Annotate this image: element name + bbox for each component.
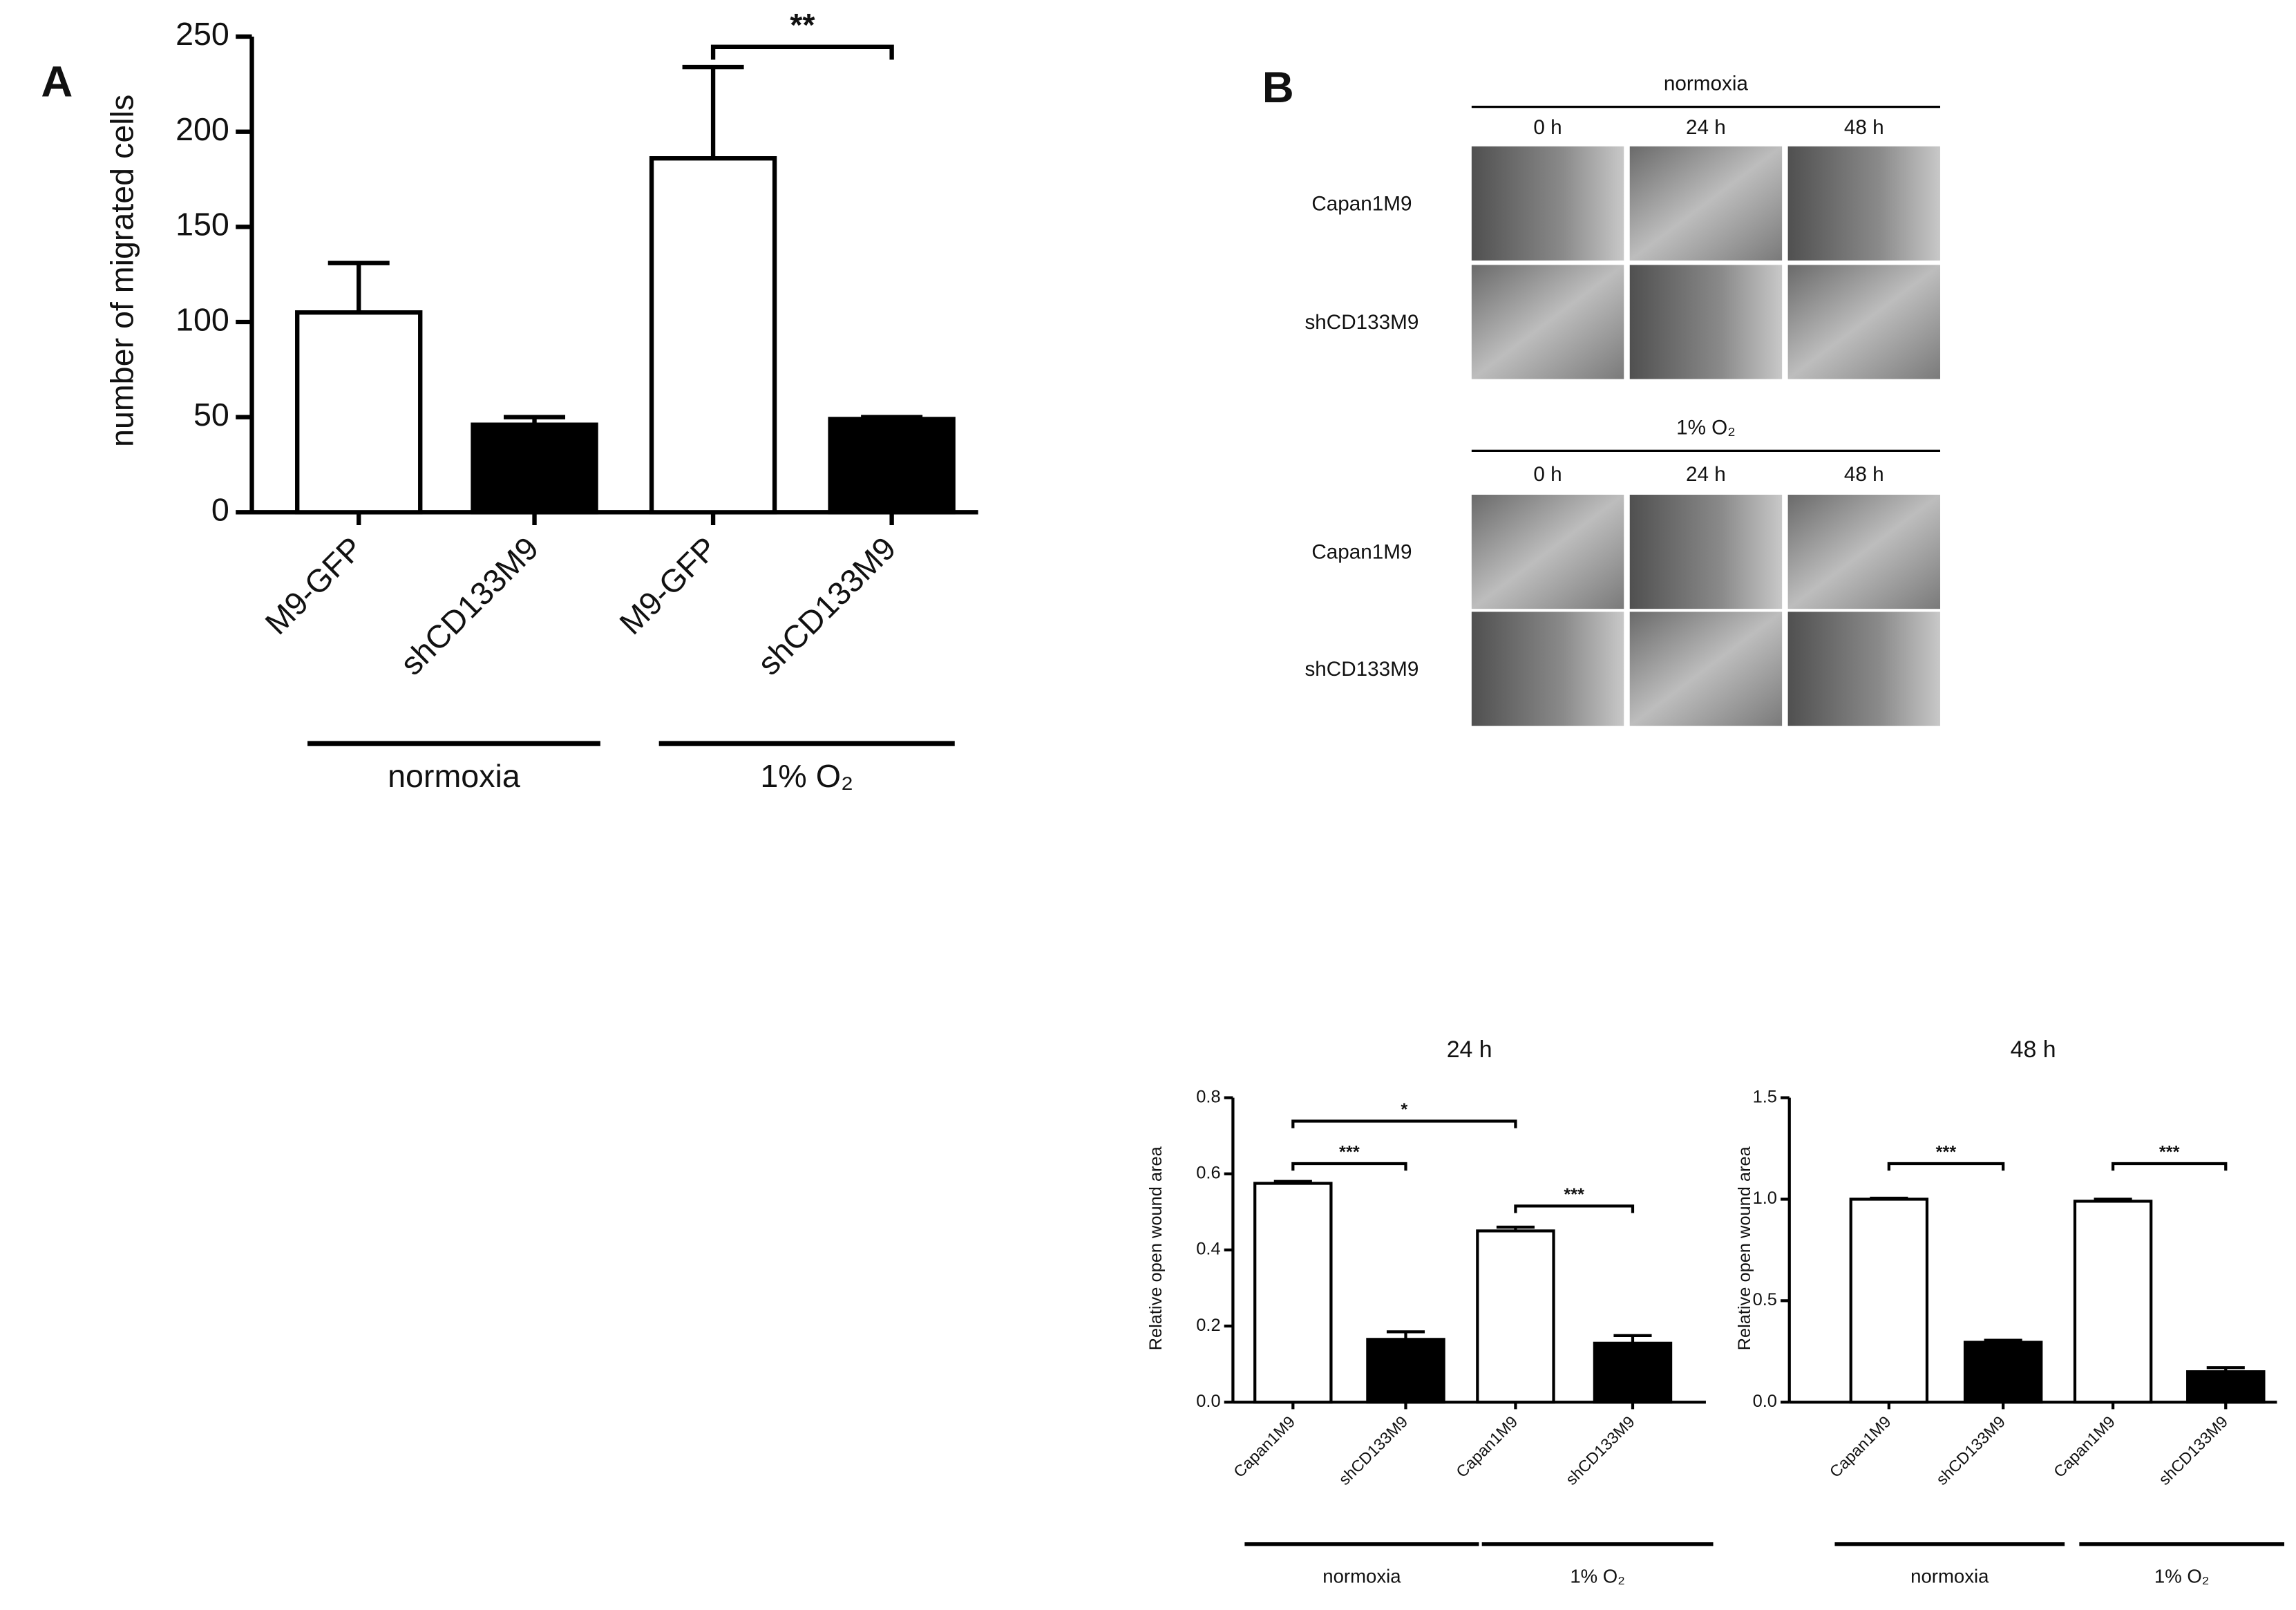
wound-image xyxy=(1787,146,1941,261)
group-label: normoxia xyxy=(1910,1566,1989,1587)
y-tick-label: 100 xyxy=(175,301,229,337)
wound-image xyxy=(1629,612,1783,726)
wound-image xyxy=(1629,494,1783,609)
time-label: 24 h xyxy=(1686,116,1726,139)
chart-title: 48 h xyxy=(2011,1036,2056,1063)
x-tick-label: M9-GFP xyxy=(613,530,724,641)
bar xyxy=(2186,1370,2266,1404)
x-tick-label: Capan1M9 xyxy=(1826,1412,1895,1481)
condition-label: normoxia xyxy=(1664,73,1749,95)
bar xyxy=(2073,1200,2153,1404)
time-label: 0 h xyxy=(1533,116,1562,139)
significance-bracket xyxy=(1291,1119,1517,1128)
time-label: 48 h xyxy=(1844,116,1884,139)
wound-image xyxy=(1787,494,1941,609)
bar xyxy=(828,417,956,515)
y-tick-label: 0.6 xyxy=(1196,1164,1220,1183)
bar xyxy=(649,156,777,515)
significance-label: ** xyxy=(790,7,815,43)
row-label: shCD133M9 xyxy=(1304,311,1419,334)
y-tick-label: 250 xyxy=(175,16,229,52)
y-tick-label: 150 xyxy=(175,207,229,243)
y-tick-label: 0.5 xyxy=(1753,1290,1777,1309)
bar xyxy=(1849,1197,1929,1404)
significance-bracket xyxy=(1887,1162,2005,1171)
row-label: shCD133M9 xyxy=(1304,658,1419,681)
x-tick-label: shCD133M9 xyxy=(750,530,902,682)
group-label: 1% O₂ xyxy=(2154,1566,2210,1587)
significance-label: *** xyxy=(1339,1142,1360,1162)
significance-bracket xyxy=(710,44,894,60)
y-tick-label: 1.0 xyxy=(1753,1188,1777,1208)
y-axis-label: Relative open wound area xyxy=(1735,1146,1754,1350)
bar xyxy=(471,422,598,515)
group-label: normoxia xyxy=(1322,1566,1401,1587)
y-tick-label: 0.0 xyxy=(1196,1392,1220,1411)
condition-label: 1% O₂ xyxy=(1676,416,1736,439)
x-tick-label: Capan1M9 xyxy=(1452,1412,1521,1481)
row-label: Capan1M9 xyxy=(1311,192,1412,215)
wound-image xyxy=(1471,612,1624,726)
y-axis-label: number of migrated cells xyxy=(104,95,140,447)
y-tick-label: 0 xyxy=(211,492,229,528)
y-tick-label: 0.2 xyxy=(1196,1316,1220,1335)
x-tick-label: M9-GFP xyxy=(258,530,370,641)
group-label: 1% O₂ xyxy=(760,758,853,794)
x-tick-label: Capan1M9 xyxy=(1230,1412,1298,1481)
wound-image xyxy=(1471,146,1624,261)
y-tick-label: 1.5 xyxy=(1753,1087,1777,1106)
significance-label: *** xyxy=(1564,1185,1584,1204)
y-tick-label: 50 xyxy=(193,397,229,433)
wound-image xyxy=(1787,612,1941,726)
x-tick-label: shCD133M9 xyxy=(1335,1412,1411,1488)
x-tick-label: shCD133M9 xyxy=(393,530,545,682)
wound-image xyxy=(1629,146,1783,261)
significance-bracket xyxy=(2111,1162,2228,1171)
group-label: normoxia xyxy=(388,758,520,794)
x-tick-label: shCD133M9 xyxy=(1933,1412,2009,1488)
group-label: 1% O₂ xyxy=(1570,1566,1625,1587)
row-label: Capan1M9 xyxy=(1311,541,1412,564)
y-tick-label: 0.8 xyxy=(1196,1087,1220,1106)
significance-label: * xyxy=(1401,1100,1407,1119)
bar xyxy=(1963,1341,2043,1404)
wound-image xyxy=(1787,265,1941,379)
significance-bracket xyxy=(1514,1204,1635,1213)
bar xyxy=(1593,1341,1673,1404)
significance-bracket xyxy=(1291,1162,1407,1171)
y-tick-label: 200 xyxy=(175,111,229,147)
panel-label: B xyxy=(1262,63,1294,112)
significance-label: *** xyxy=(2159,1142,2180,1162)
y-tick-label: 0.0 xyxy=(1753,1392,1777,1411)
bar xyxy=(1253,1182,1333,1404)
wound-image xyxy=(1629,265,1783,379)
wound-image xyxy=(1471,265,1624,379)
x-tick-label: shCD133M9 xyxy=(1562,1412,1638,1488)
bar xyxy=(1366,1338,1445,1404)
panel-label: A xyxy=(41,57,73,106)
x-tick-label: Capan1M9 xyxy=(2050,1412,2118,1481)
bar xyxy=(295,310,423,515)
chart-title: 24 h xyxy=(1447,1036,1492,1063)
time-label: 0 h xyxy=(1533,463,1562,486)
significance-label: *** xyxy=(1936,1142,1957,1162)
bar xyxy=(1476,1229,1555,1404)
wound-image xyxy=(1471,494,1624,609)
time-label: 24 h xyxy=(1686,463,1726,486)
x-tick-label: shCD133M9 xyxy=(2155,1412,2231,1488)
y-tick-label: 0.4 xyxy=(1196,1240,1220,1259)
time-label: 48 h xyxy=(1844,463,1884,486)
y-axis-label: Relative open wound area xyxy=(1146,1146,1166,1350)
